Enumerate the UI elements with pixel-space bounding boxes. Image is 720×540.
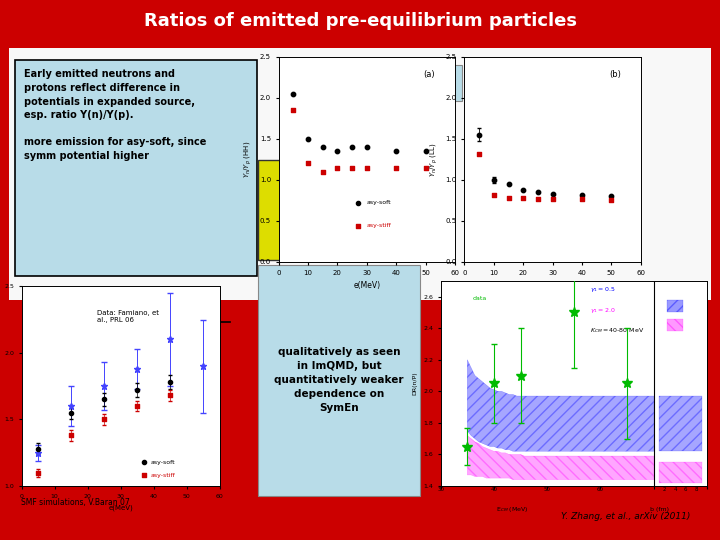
Text: $^{112}$Sn + $^{112}$Sn: $^{112}$Sn + $^{112}$Sn [138, 329, 210, 343]
Point [532, 194, 544, 203]
Point [518, 193, 529, 202]
Y-axis label: $Y_n/Y_p$ (HH): $Y_n/Y_p$ (HH) [243, 141, 254, 178]
Point [390, 147, 402, 156]
Text: Ratios of emitted pre-equilibrium particles: Ratios of emitted pre-equilibrium partic… [143, 12, 577, 30]
Text: $^{112}$Sn + $^{112}$Sn: $^{112}$Sn + $^{112}$Sn [482, 105, 547, 117]
Point [302, 134, 314, 143]
Point [346, 163, 358, 172]
Text: 50: 50 [544, 487, 551, 492]
Point [503, 180, 514, 188]
Point [547, 194, 559, 203]
Text: b (fm): b (fm) [649, 507, 669, 511]
Point [606, 192, 617, 200]
Text: 8: 8 [695, 487, 698, 492]
Point [302, 159, 314, 168]
Text: 6: 6 [684, 487, 688, 492]
Text: $\gamma_1=2.0$: $\gamma_1=2.0$ [590, 306, 616, 315]
Point [606, 195, 617, 204]
Point [66, 408, 77, 417]
Point [131, 402, 143, 410]
Point [32, 468, 44, 477]
Text: (a): (a) [423, 70, 435, 79]
Text: protons vs. neutrons: protons vs. neutrons [314, 78, 437, 87]
Point [420, 163, 431, 172]
Text: 4: 4 [673, 487, 677, 492]
Text: qualitatively as seen
in ImQMD, but
quantitatively weaker
dependence on
SymEn: qualitatively as seen in ImQMD, but quan… [274, 347, 404, 414]
Point [66, 431, 77, 440]
X-axis label: e(MeV): e(MeV) [354, 281, 380, 290]
Text: 30: 30 [437, 487, 444, 492]
Bar [9, 48, 711, 300]
Point [503, 193, 514, 202]
Text: Y. Zhang, et al., arXiv (2011): Y. Zhang, et al., arXiv (2011) [561, 512, 690, 522]
Text: (b): (b) [609, 70, 621, 79]
Text: 60: 60 [597, 487, 604, 492]
Text: SMF simulations, V.Baran 07: SMF simulations, V.Baran 07 [22, 498, 130, 507]
Point [420, 147, 431, 156]
Text: asy-stiff: asy-stiff [150, 473, 175, 478]
Point [518, 185, 529, 194]
FancyBboxPatch shape [258, 265, 420, 496]
Point [287, 89, 299, 98]
Point [361, 143, 373, 151]
X-axis label: e(MeV): e(MeV) [539, 281, 566, 290]
Point [473, 130, 485, 139]
Text: $\gamma_1=0.5$: $\gamma_1=0.5$ [590, 285, 616, 294]
Text: data: data [472, 296, 487, 301]
Point [346, 143, 358, 151]
FancyBboxPatch shape [289, 64, 462, 101]
Point [488, 176, 500, 184]
Point [361, 163, 373, 172]
Text: Early emitted neutrons and
protons reflect difference in
potentials in expanded : Early emitted neutrons and protons refle… [24, 69, 207, 161]
Text: 40: 40 [490, 487, 498, 492]
Point [131, 386, 143, 394]
Point [390, 163, 402, 172]
FancyBboxPatch shape [15, 59, 258, 276]
Text: asy-soft: asy-soft [367, 200, 392, 205]
Point [532, 188, 544, 197]
Text: asy-soft: asy-soft [150, 460, 175, 464]
Point [164, 391, 176, 400]
FancyBboxPatch shape [258, 160, 420, 260]
Text: $K_{CM}=40$-$80$ MeV: $K_{CM}=40$-$80$ MeV [590, 326, 644, 335]
Point [576, 190, 588, 199]
Point [473, 149, 485, 158]
Point [332, 147, 343, 156]
Point [332, 163, 343, 172]
Point [138, 458, 150, 467]
Y-axis label: DR(n/P): DR(n/P) [413, 372, 418, 395]
Point [352, 199, 364, 207]
Point [99, 415, 110, 424]
Text: softer symmetry
energy closer to
data: softer symmetry energy closer to data [287, 191, 391, 229]
Point [352, 221, 364, 230]
Point [488, 190, 500, 199]
Text: „Double Ratios“: „Double Ratios“ [24, 328, 118, 341]
X-axis label: e(MeV): e(MeV) [108, 504, 133, 511]
Point [317, 143, 328, 151]
Text: Data: Famiano, et
al., PRL 06: Data: Famiano, et al., PRL 06 [96, 310, 159, 323]
Point [99, 395, 110, 404]
Point [547, 190, 559, 198]
Point [317, 167, 328, 176]
Point [164, 378, 176, 387]
Point [287, 106, 299, 114]
Text: asy-stiff: asy-stiff [367, 223, 392, 228]
Text: $^{124}$Sn + $^{124}$Sn: $^{124}$Sn + $^{124}$Sn [138, 299, 210, 312]
Text: 2: 2 [662, 487, 666, 492]
Text: $^{124}$Sn + $^{124}$Sn: $^{124}$Sn + $^{124}$Sn [295, 105, 361, 117]
Point [576, 194, 588, 203]
Y-axis label: $Y_n/Y_p$ (LL): $Y_n/Y_p$ (LL) [428, 142, 440, 177]
Text: E$_{CM}$ (MeV): E$_{CM}$ (MeV) [496, 504, 529, 514]
Point [138, 471, 150, 480]
Point [32, 444, 44, 453]
